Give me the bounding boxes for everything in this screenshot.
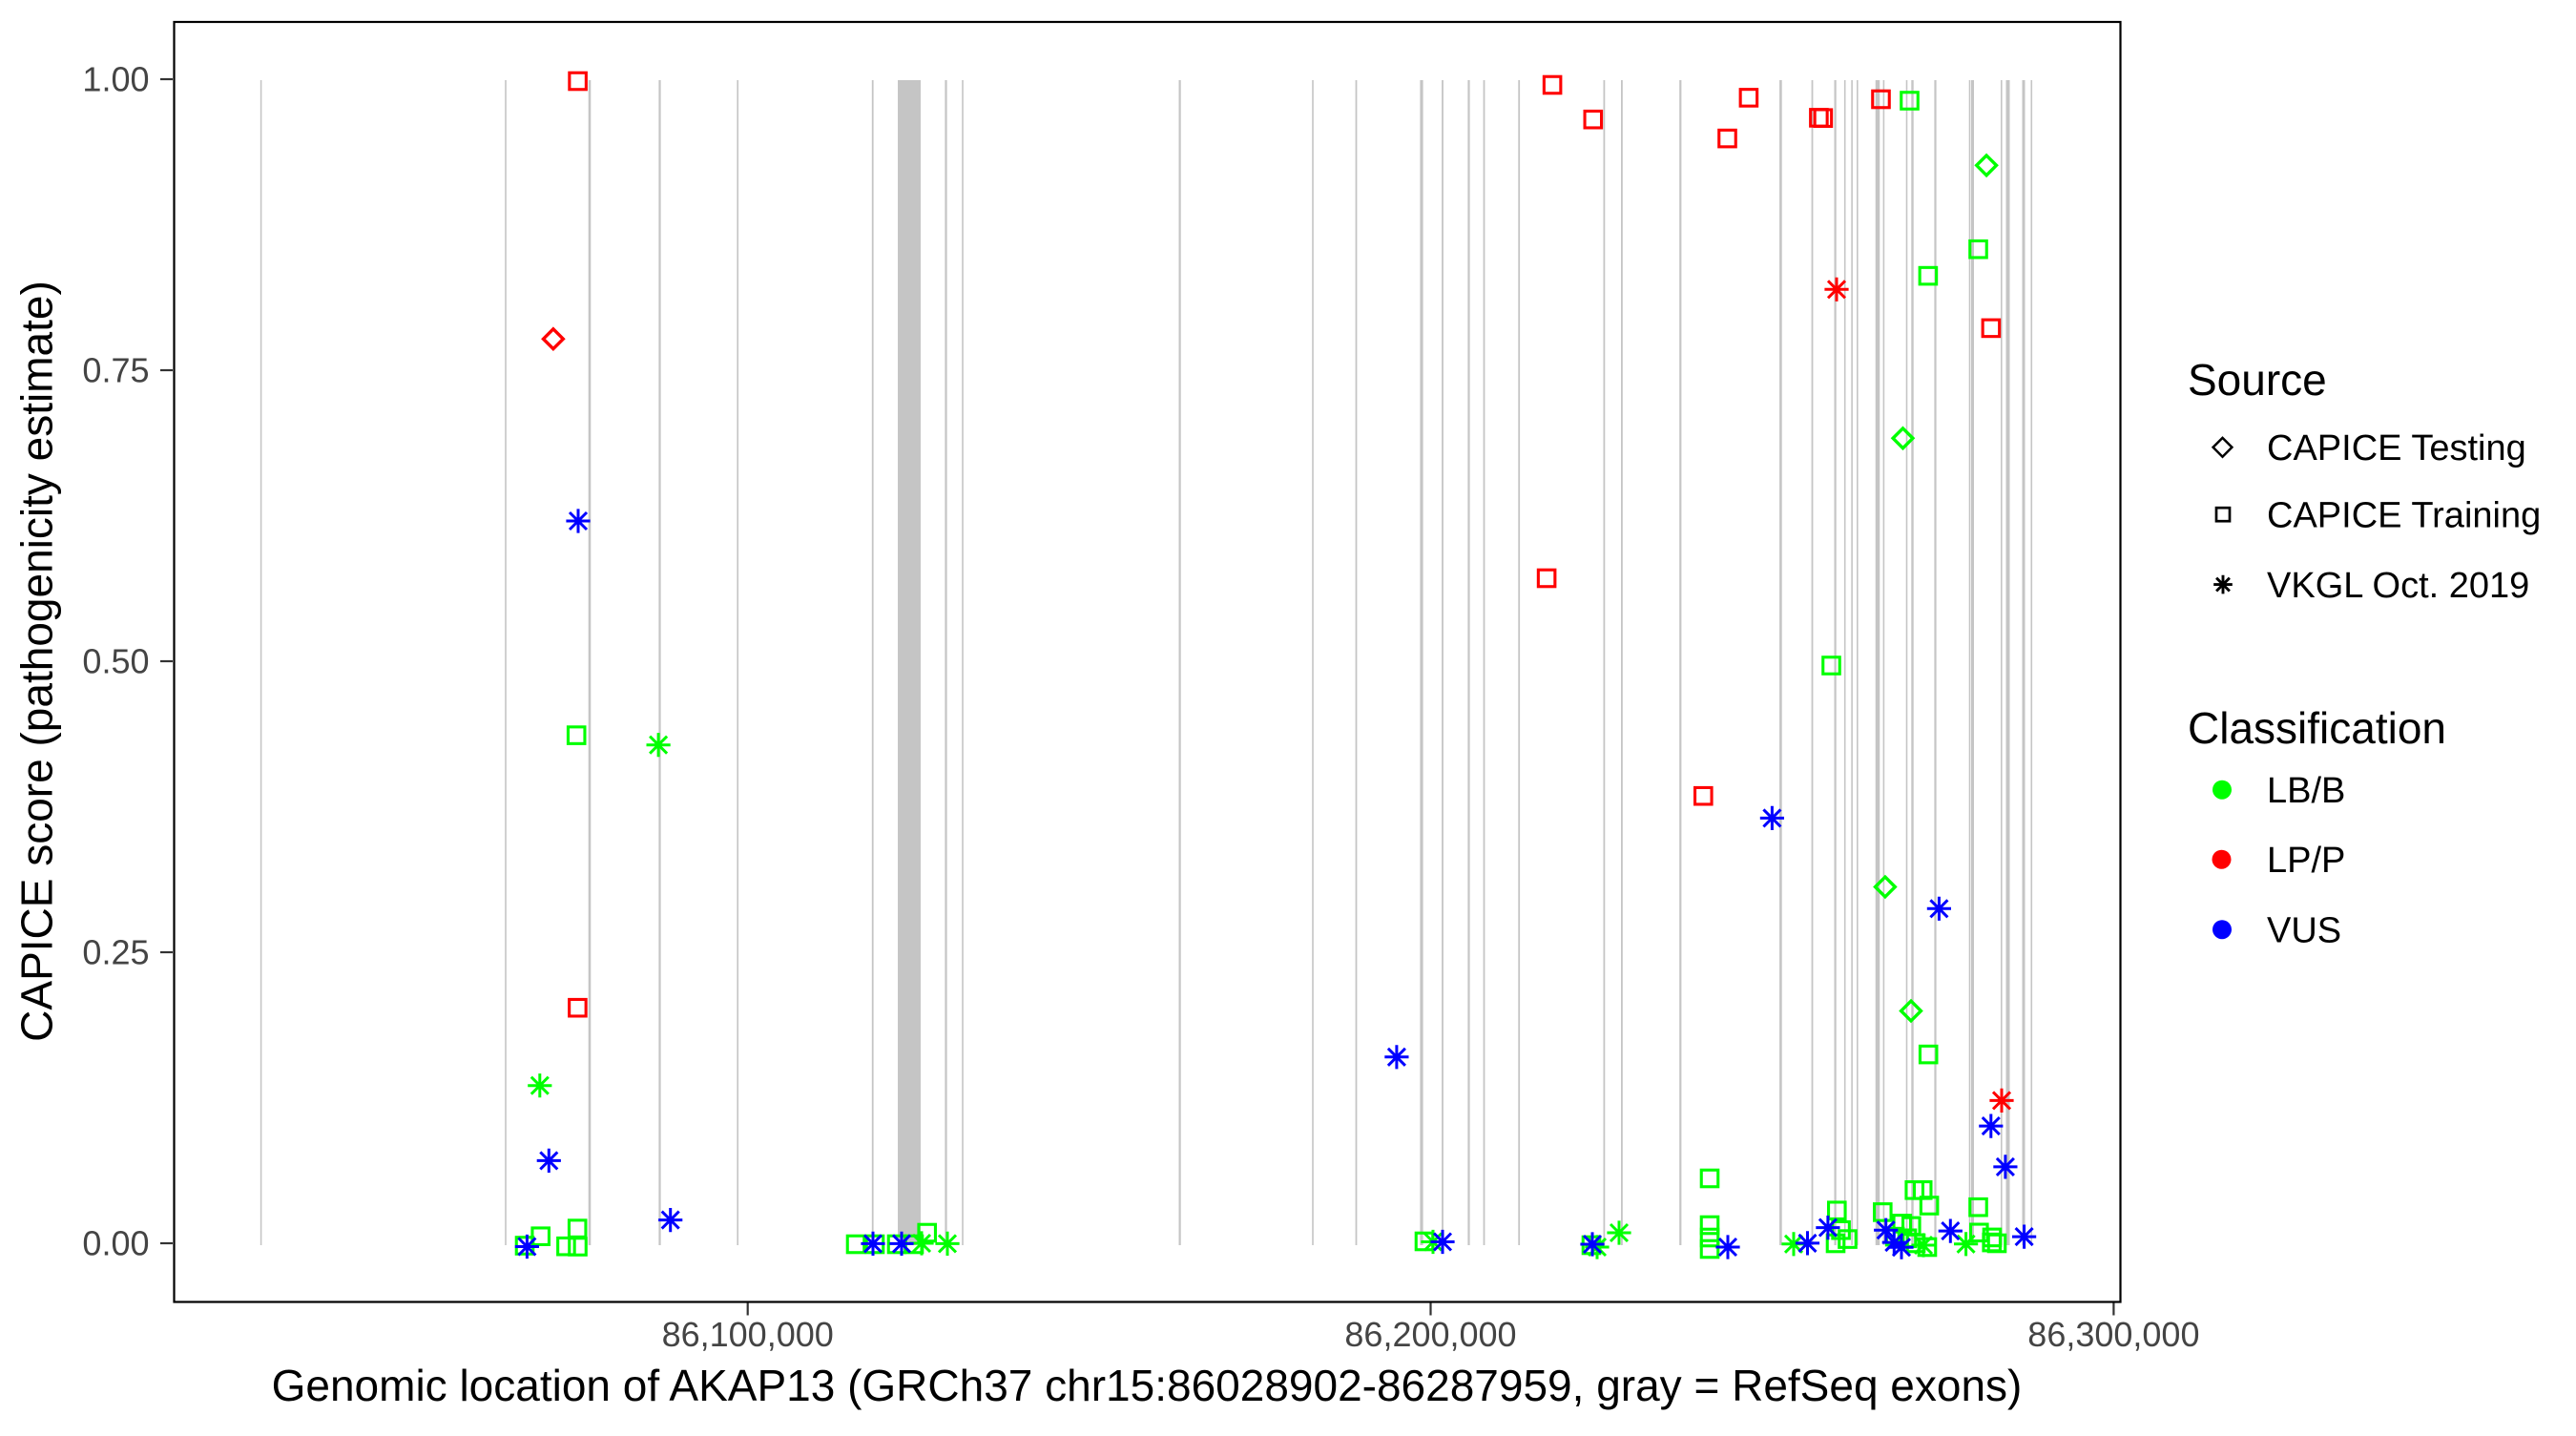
svg-text:86,100,000: 86,100,000 — [662, 1315, 834, 1354]
svg-text:VUS: VUS — [2267, 911, 2341, 951]
svg-text:Source: Source — [2188, 355, 2327, 405]
svg-text:0.75: 0.75 — [82, 351, 149, 390]
svg-text:Classification: Classification — [2188, 703, 2446, 753]
svg-text:1.00: 1.00 — [82, 60, 149, 99]
svg-text:VKGL Oct. 2019: VKGL Oct. 2019 — [2267, 566, 2529, 606]
svg-text:CAPICE Training: CAPICE Training — [2267, 496, 2541, 536]
svg-text:86,300,000: 86,300,000 — [2027, 1315, 2199, 1354]
svg-text:0.25: 0.25 — [82, 933, 149, 972]
svg-text:Genomic location of AKAP13 (GR: Genomic location of AKAP13 (GRCh37 chr15… — [272, 1361, 2023, 1410]
svg-text:0.50: 0.50 — [82, 642, 149, 681]
svg-text:86,200,000: 86,200,000 — [1344, 1315, 1516, 1354]
svg-text:CAPICE score (pathogenicity es: CAPICE score (pathogenicity estimate) — [12, 281, 62, 1042]
svg-text:LP/P: LP/P — [2267, 841, 2345, 881]
svg-text:0.00: 0.00 — [82, 1224, 149, 1263]
svg-text:CAPICE Testing: CAPICE Testing — [2267, 428, 2526, 468]
svg-text:LB/B: LB/B — [2267, 771, 2345, 811]
